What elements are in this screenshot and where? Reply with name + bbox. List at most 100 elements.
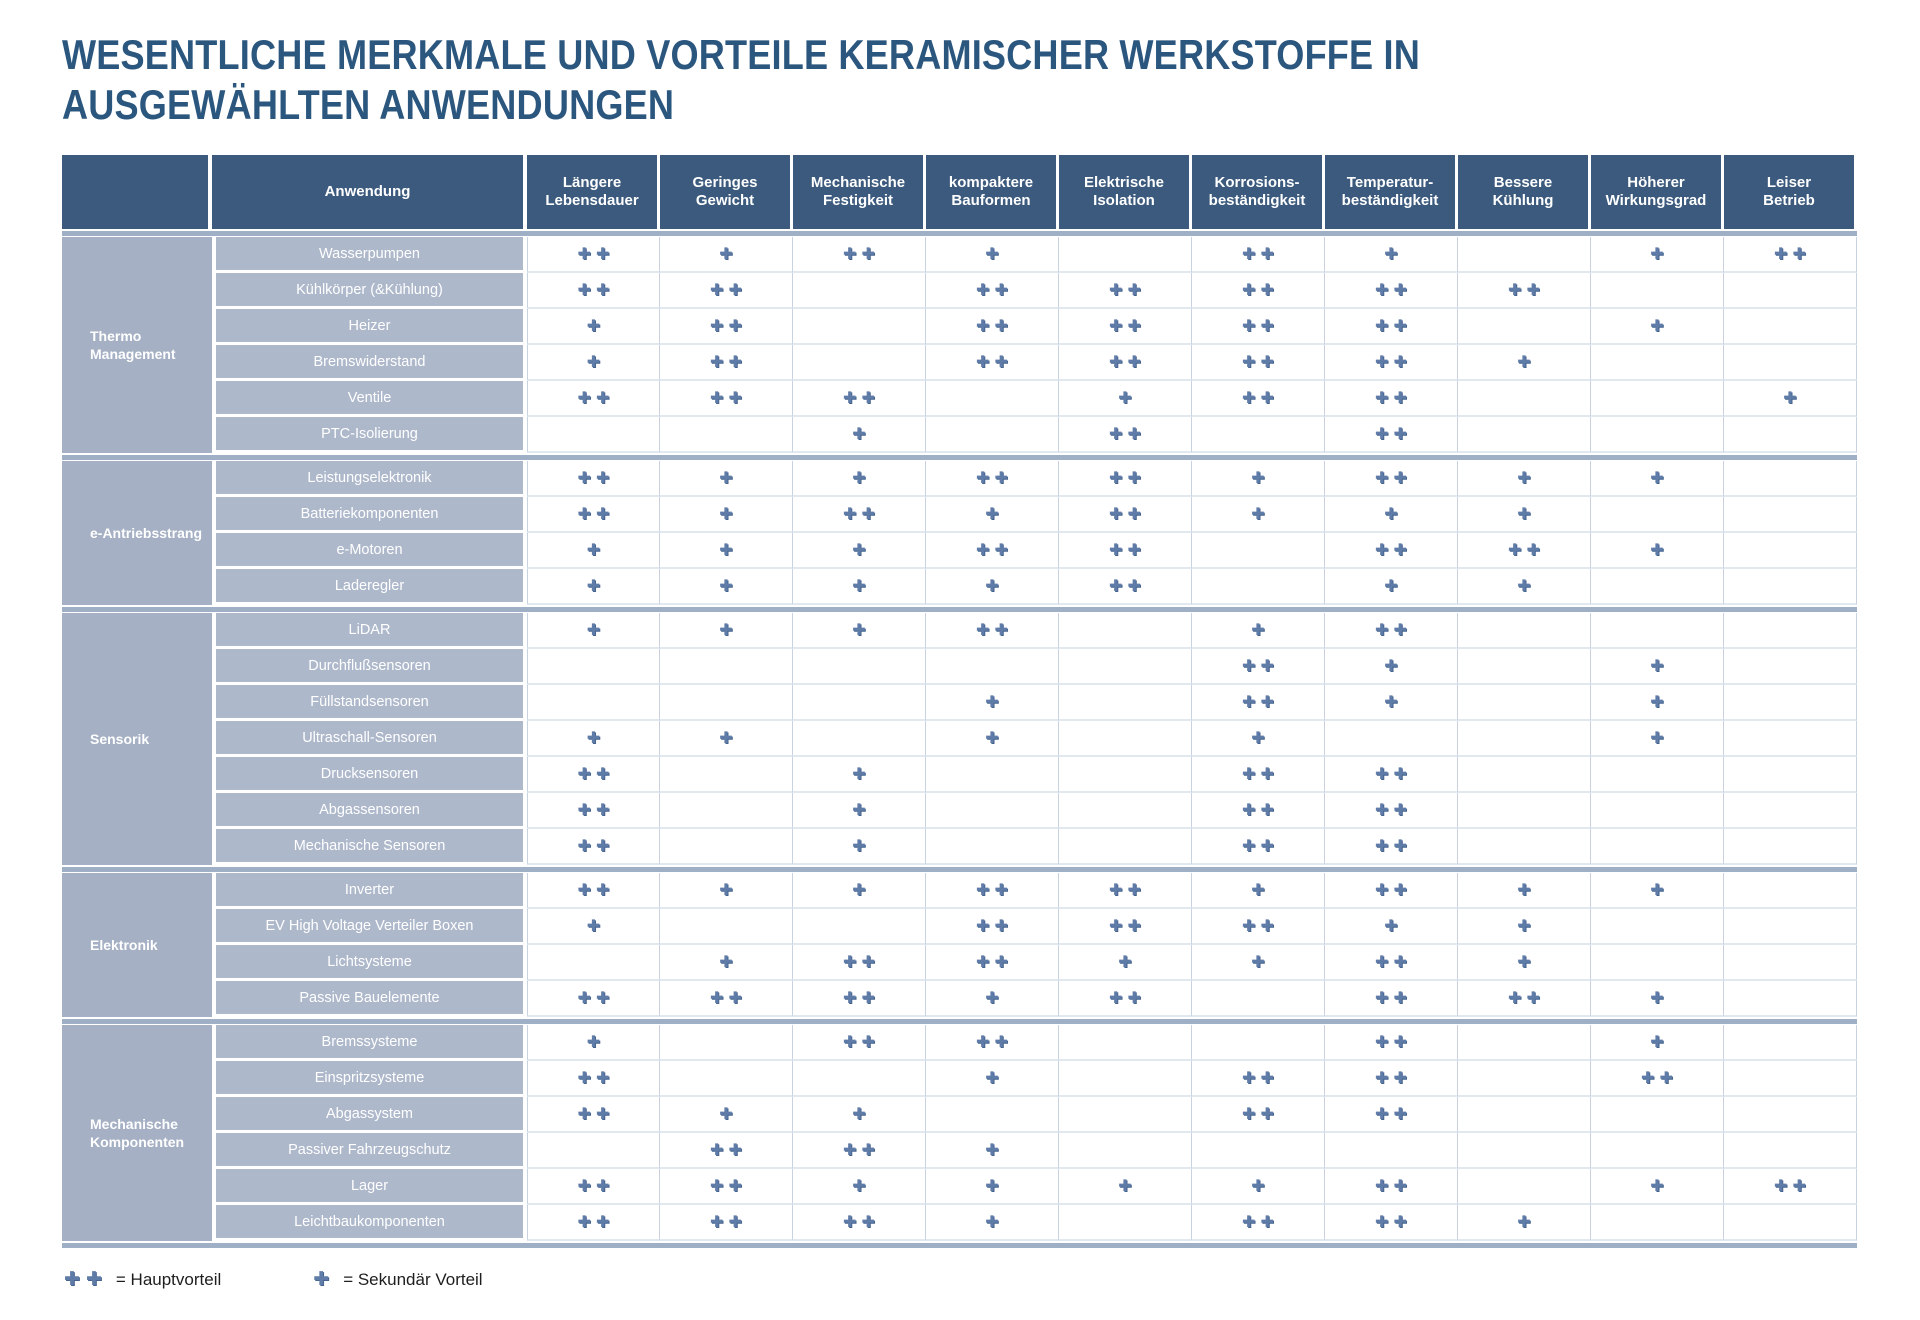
benefit-cell: ✚ ✚: [1325, 757, 1458, 794]
benefit-cell: ✚ ✚: [1059, 569, 1192, 606]
group-divider: [62, 454, 1857, 460]
main-benefit-icon: ✚ ✚: [1242, 764, 1274, 784]
main-benefit-icon: ✚ ✚: [1109, 468, 1141, 488]
main-benefit-icon: ✚ ✚: [577, 988, 610, 1008]
benefit-cell: [926, 381, 1059, 418]
benefit-cell: ✚: [527, 309, 660, 346]
main-benefit-icon: ✚ ✚: [1375, 316, 1407, 336]
benefit-cell: [793, 1061, 926, 1098]
benefit-cell: [1458, 613, 1591, 650]
benefit-cell: ✚: [1458, 461, 1591, 498]
main-benefit-icon: ✚ ✚: [710, 988, 742, 1008]
benefit-cell: ✚ ✚: [926, 533, 1059, 570]
main-benefit-icon: ✚ ✚: [1508, 540, 1540, 560]
main-benefit-icon: ✚ ✚: [577, 880, 610, 900]
benefit-cell: ✚: [1591, 1025, 1724, 1062]
secondary-benefit-icon: ✚: [1251, 952, 1265, 972]
benefit-cell: ✚: [926, 1205, 1059, 1242]
main-benefit-icon: ✚ ✚: [976, 280, 1008, 300]
benefit-cell: [793, 909, 926, 946]
benefit-cell: ✚ ✚: [1192, 1205, 1325, 1242]
row-label: PTC-Isolierung: [212, 417, 527, 454]
secondary-benefit-icon: ✚: [586, 540, 601, 560]
main-benefit-icon: ✚ ✚: [1375, 1104, 1407, 1124]
secondary-benefit-icon: ✚: [719, 244, 733, 264]
benefit-cell: ✚ ✚: [1325, 873, 1458, 910]
secondary-benefit-icon: ✚: [719, 540, 733, 560]
benefit-cell: [1591, 345, 1724, 382]
secondary-benefit-icon: ✚: [1251, 468, 1265, 488]
benefit-cell: [1591, 757, 1724, 794]
main-benefit-icon: ✚ ✚: [577, 1212, 610, 1232]
main-benefit-icon: ✚ ✚: [1375, 1068, 1407, 1088]
benefit-cell: [1591, 381, 1724, 418]
group-band: Elektronik Inverter ✚ ✚ ✚ ✚ ✚ ✚ ✚ ✚ ✚ ✚ ✚ ✚ ✚ EV Hi…: [62, 873, 1857, 1018]
secondary-benefit-icon: ✚: [719, 728, 733, 748]
benefit-cell: ✚ ✚: [1059, 909, 1192, 946]
row-label: Passiver Fahrzeugschutz: [212, 1133, 527, 1170]
benefit-cell: ✚: [926, 569, 1059, 606]
group-band: Mechanische Komponenten Bremssysteme ✚ ✚ ✚ ✚…: [62, 1025, 1857, 1242]
benefit-cell: ✚: [1591, 461, 1724, 498]
benefit-cell: ✚: [1591, 685, 1724, 722]
benefit-cell: [926, 649, 1059, 686]
benefit-cell: [1458, 309, 1591, 346]
benefit-cell: ✚ ✚: [527, 793, 660, 830]
benefit-cell: ✚ ✚: [660, 309, 793, 346]
benefit-cell: ✚: [1591, 873, 1724, 910]
row-label: Drucksensoren: [212, 757, 527, 794]
benefit-cell: ✚: [793, 873, 926, 910]
benefit-cell: ✚: [1458, 1205, 1591, 1242]
main-benefit-icon: ✚ ✚: [577, 280, 610, 300]
group-divider: [62, 606, 1857, 612]
legend-item-secondary-benefit: ✚ = Sekundär Vorteil: [313, 1270, 482, 1290]
benefit-cell: ✚ ✚: [1059, 417, 1192, 454]
benefit-cell: ✚ ✚: [926, 273, 1059, 310]
main-benefit-icon: ✚ ✚: [1242, 1104, 1274, 1124]
row-label: Heizer: [212, 309, 527, 346]
main-benefit-icon: ✚ ✚: [1375, 800, 1407, 820]
application-column-header: Anwendung: [212, 155, 527, 230]
benefit-cell: ✚: [1325, 909, 1458, 946]
main-benefit-icon: ✚ ✚: [710, 316, 742, 336]
benefit-cell: ✚: [1059, 945, 1192, 982]
benefit-cell: [1724, 793, 1857, 830]
secondary-benefit-icon: ✚: [586, 916, 601, 936]
main-benefit-icon: ✚ ✚: [1375, 764, 1407, 784]
main-benefit-icon: ✚ ✚: [1508, 988, 1540, 1008]
benefit-cell: ✚: [1458, 569, 1591, 606]
corner-header-cell: [62, 155, 212, 230]
secondary-benefit-icon: ✚: [1118, 388, 1132, 408]
row-label: Batteriekomponenten: [212, 497, 527, 534]
benefit-cell: ✚ ✚: [1325, 1169, 1458, 1206]
benefit-cell: ✚ ✚: [527, 461, 660, 498]
benefit-cell: [1458, 237, 1591, 274]
benefit-cell: [926, 417, 1059, 454]
secondary-benefit-icon: ✚: [1118, 1176, 1132, 1196]
benefit-cell: [527, 945, 660, 982]
main-benefit-icon: ✚ ✚: [1375, 280, 1407, 300]
main-benefit-icon: ✚ ✚: [1375, 836, 1407, 856]
benefit-cell: ✚ ✚: [1192, 909, 1325, 946]
benefit-cell: [1591, 793, 1724, 830]
main-benefit-icon: ✚ ✚: [976, 540, 1008, 560]
row-label: Abgassensoren: [212, 793, 527, 830]
secondary-benefit-icon: ✚: [852, 424, 866, 444]
main-benefit-icon: ✚ ✚: [1242, 316, 1274, 336]
row-label: Leistungselektronik: [212, 461, 527, 498]
row-label: LiDAR: [212, 613, 527, 650]
main-benefit-icon: ✚ ✚: [710, 1140, 742, 1160]
benefit-cell: [1724, 685, 1857, 722]
benefit-cell: ✚: [660, 945, 793, 982]
benefit-cell: ✚ ✚: [660, 981, 793, 1018]
main-benefit-icon: ✚ ✚: [976, 916, 1008, 936]
secondary-benefit-icon: ✚: [719, 1104, 733, 1124]
secondary-benefit-icon: ✚: [852, 800, 866, 820]
main-benefit-icon: ✚ ✚: [1242, 244, 1274, 264]
benefit-cell: ✚: [527, 533, 660, 570]
main-benefit-icon: ✚ ✚: [1375, 424, 1407, 444]
benefit-cell: ✚ ✚: [527, 273, 660, 310]
row-label: Wasserpumpen: [212, 237, 527, 274]
benefit-cell: ✚ ✚: [1325, 1205, 1458, 1242]
benefit-cell: ✚ ✚: [527, 497, 660, 534]
